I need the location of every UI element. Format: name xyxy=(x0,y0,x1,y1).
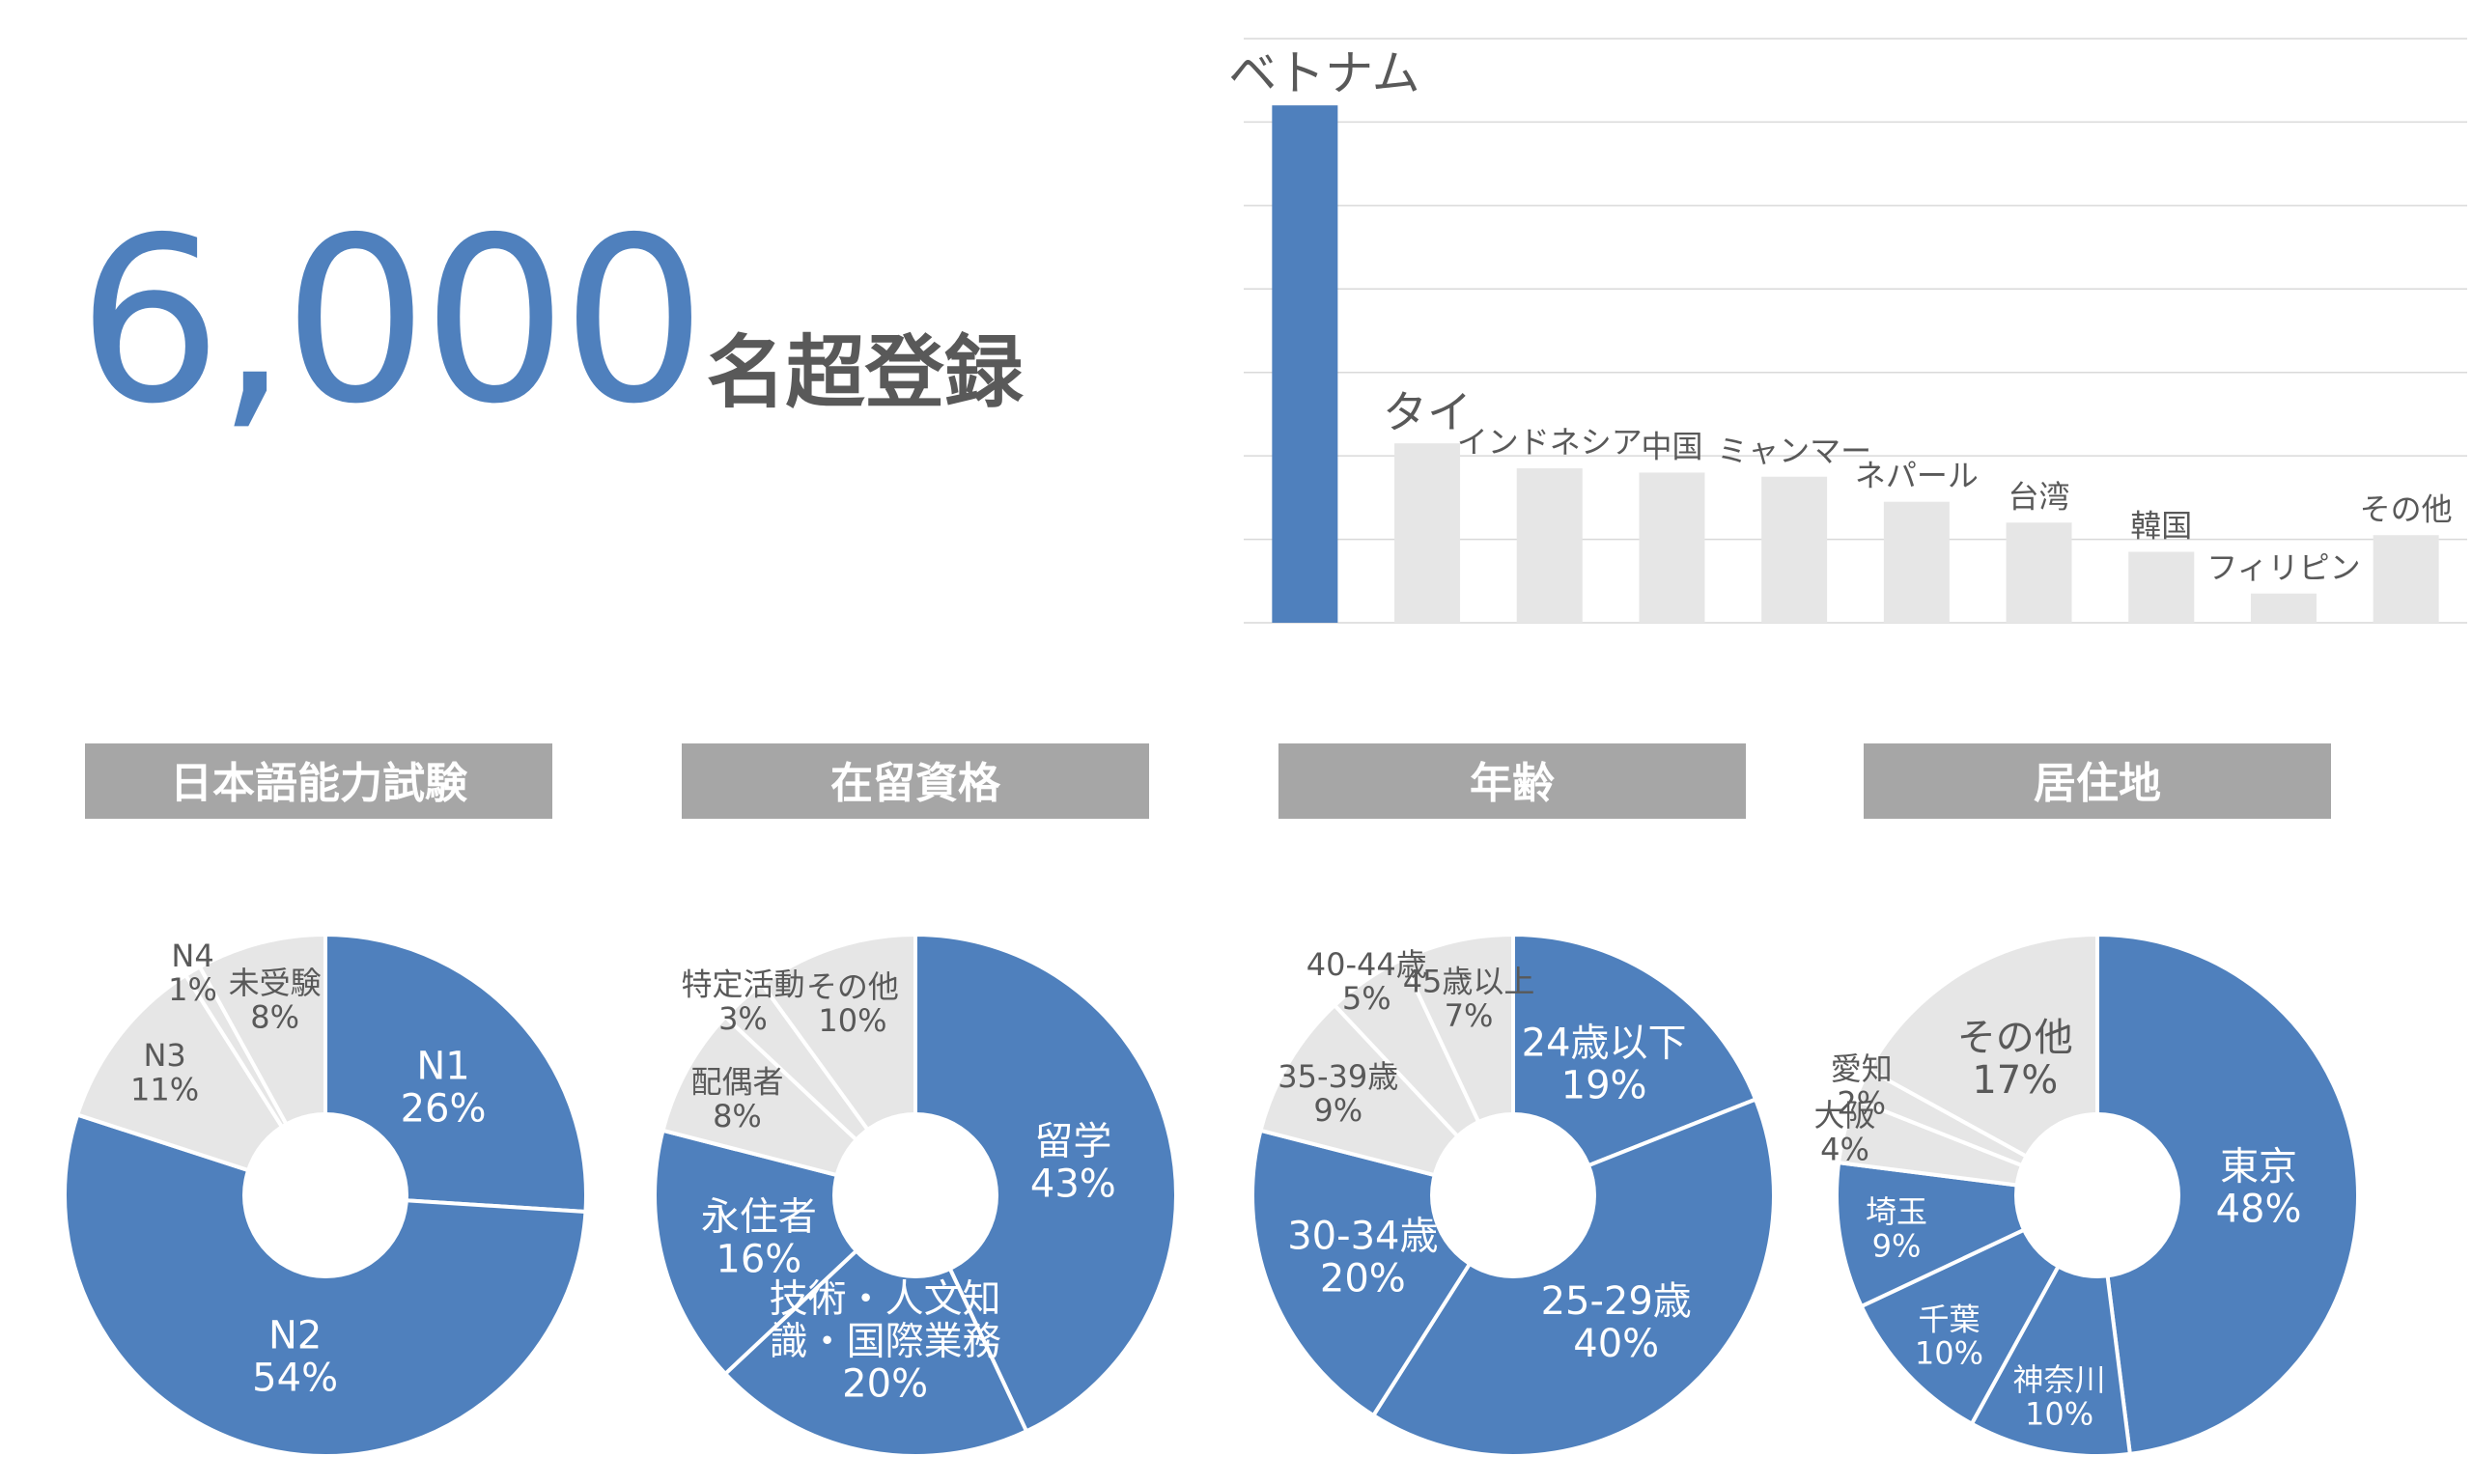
slice-value: 3% xyxy=(718,1000,768,1037)
bar xyxy=(1883,501,1950,623)
slice-value: 16% xyxy=(716,1238,801,1282)
donut-slice xyxy=(913,932,1178,1434)
slice-value: 1% xyxy=(168,971,217,1008)
donut-slice xyxy=(722,1191,1029,1458)
slice-label: その他 xyxy=(1957,1016,2073,1060)
slice-label: 千葉 xyxy=(1918,1301,1980,1337)
slice-value: 20% xyxy=(842,1361,928,1406)
headline: 6,000名超登録 xyxy=(77,208,1024,435)
slice-label: その他 xyxy=(806,968,899,1005)
slice-value: 8% xyxy=(713,1098,762,1134)
slice-label: 東京 xyxy=(2220,1144,2297,1189)
slice-value: 2% xyxy=(1837,1084,1886,1121)
slice-label: N3 xyxy=(143,1037,185,1074)
donut-slice xyxy=(323,932,588,1215)
bar-label: 台湾 xyxy=(2008,478,2070,515)
section-header xyxy=(682,743,1149,819)
slice-value: 7% xyxy=(1445,997,1494,1034)
slice-label: 30-34歳 xyxy=(1287,1215,1438,1259)
bar-label: 中国 xyxy=(1641,428,1702,464)
slice-value: 40% xyxy=(1573,1322,1659,1366)
section-header xyxy=(1864,743,2331,819)
bar-label: インドネシア xyxy=(1457,424,1643,461)
slice-label: 40-44歳 xyxy=(1306,946,1427,983)
donut-hole xyxy=(1430,1112,1596,1278)
slice-label: 永住者 xyxy=(701,1195,817,1240)
registration-count: 6,000 xyxy=(77,188,707,454)
slice-label: 特定活動 xyxy=(681,966,804,1003)
slice-value: 9% xyxy=(1313,1092,1362,1129)
bar xyxy=(2128,551,2195,623)
bar xyxy=(1516,468,1583,623)
slice-label: 45歳以上 xyxy=(1403,964,1535,1000)
donut-slice xyxy=(1370,1097,1776,1458)
slice-label: 未受験 xyxy=(229,965,322,1001)
slice-label: 神奈川 xyxy=(2013,1361,2106,1398)
bar-label: タイ xyxy=(1383,386,1472,438)
slice-label: 配偶者 xyxy=(690,1064,783,1101)
donut-hole xyxy=(832,1112,998,1278)
slice-value: 5% xyxy=(1342,980,1391,1017)
slice-label: 識・国際業務 xyxy=(770,1319,1001,1363)
section-header xyxy=(1278,743,1746,819)
slice-label: 大阪 xyxy=(1813,1097,1875,1134)
slice-value: 11% xyxy=(130,1071,199,1107)
slice-label: 留学 xyxy=(1034,1119,1111,1163)
slice-value: 4% xyxy=(1820,1131,1869,1167)
registration-suffix: 名超登録 xyxy=(706,327,1024,419)
bar xyxy=(2250,593,2317,623)
bar xyxy=(2006,522,2072,623)
donut-hole xyxy=(2014,1112,2180,1278)
donut-slice xyxy=(63,1112,588,1458)
slice-value: 43% xyxy=(1030,1162,1116,1206)
bar-label: その他 xyxy=(2360,490,2453,527)
slice-value: 54% xyxy=(252,1356,338,1400)
donut-slice xyxy=(2095,932,2360,1457)
bar-label: フィリピン xyxy=(2206,549,2360,586)
slice-value: 9% xyxy=(1872,1227,1922,1264)
slice-value: 19% xyxy=(1561,1064,1647,1108)
slice-label: 愛知 xyxy=(1831,1050,1893,1087)
donut-slice xyxy=(1866,932,2099,1199)
slice-label: 25-29歳 xyxy=(1541,1279,1692,1324)
donut-slice xyxy=(1511,932,1758,1198)
bar xyxy=(1272,105,1338,623)
slice-value: 48% xyxy=(2216,1187,2302,1231)
slice-label: N1 xyxy=(416,1044,469,1088)
slice-label: 35-39歳 xyxy=(1278,1058,1398,1095)
slice-label: 24歳以下 xyxy=(1522,1022,1687,1066)
section-title: 居住地 xyxy=(2034,759,2161,808)
slice-label: 技術・人文知 xyxy=(770,1276,1001,1321)
bar xyxy=(1761,476,1828,623)
slice-value: 10% xyxy=(2025,1395,2093,1432)
bar-label: 韓国 xyxy=(2130,508,2192,545)
slice-value: 20% xyxy=(1320,1257,1406,1302)
section-header xyxy=(85,743,552,819)
donut-hole xyxy=(242,1112,408,1278)
bar xyxy=(2373,535,2439,623)
bar-label: ベトナム xyxy=(1228,45,1420,101)
slice-value: 10% xyxy=(818,1002,886,1039)
slice-value: 26% xyxy=(401,1086,487,1131)
slice-value: 10% xyxy=(1915,1335,1983,1372)
slice-value: 8% xyxy=(250,998,299,1035)
bar xyxy=(1639,472,1705,623)
section-title: 年齢 xyxy=(1470,759,1555,808)
bar-label: ネパール xyxy=(1855,458,1979,494)
slice-label: 埼玉 xyxy=(1866,1193,1927,1230)
bar-label: ミャンマー xyxy=(1717,433,1871,469)
slice-label: N4 xyxy=(171,938,213,974)
bar xyxy=(1394,443,1461,623)
section-title: 在留資格 xyxy=(830,759,1001,808)
slice-label: N2 xyxy=(268,1313,322,1358)
slice-value: 17% xyxy=(1972,1058,2058,1103)
section-title: 日本語能力試験 xyxy=(170,759,468,808)
